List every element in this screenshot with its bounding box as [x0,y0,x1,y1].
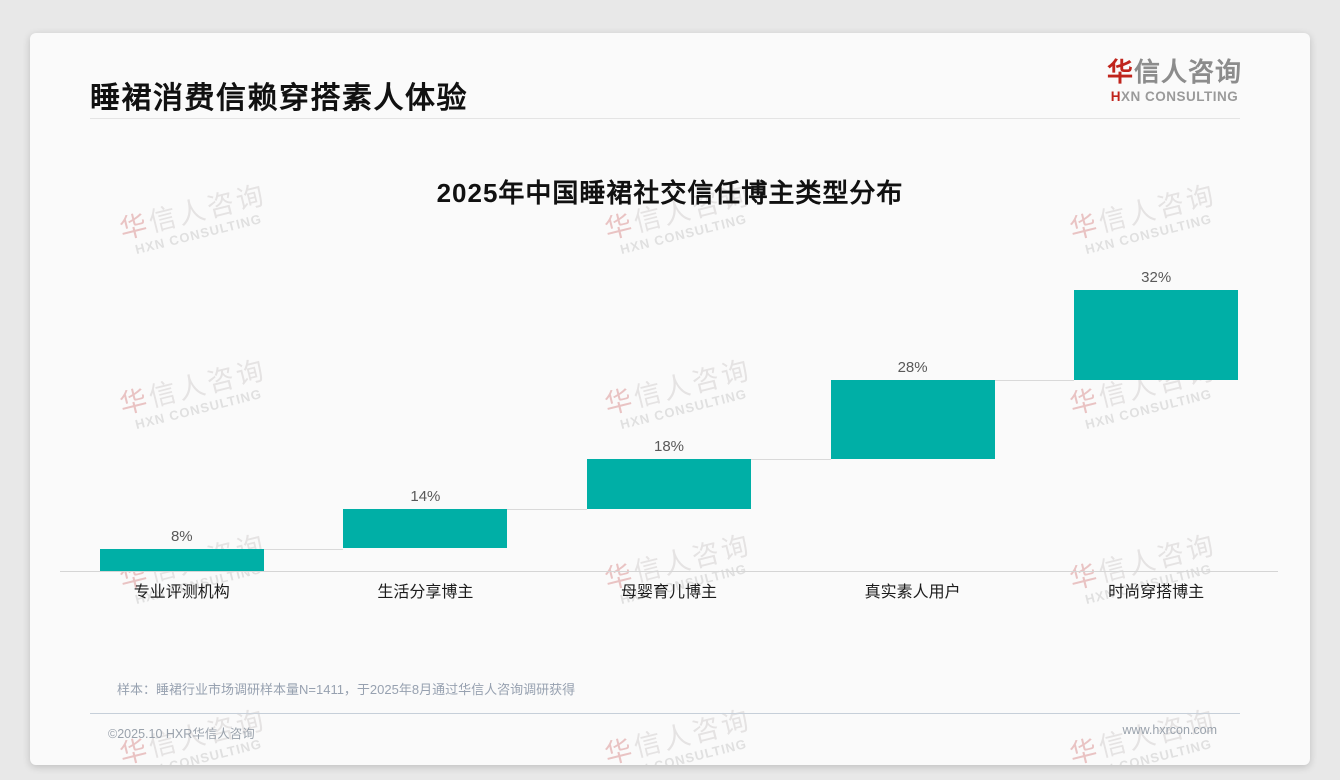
page-title: 睡裙消费信赖穿搭素人体验 [90,82,468,115]
value-label: 32% [1141,269,1172,286]
value-label: 14% [410,488,441,506]
category-label: 生活分享博主 [377,584,474,601]
bar-1 [99,548,264,571]
waterfall-chart: 8% 专业评测机构 14% 生活分享博主 18% 母婴育儿博主 28% 真实素人用户 32% 时尚… [30,33,1310,765]
category-label: 真实素人用户 [864,584,961,601]
sample-note: 样本：睡裙行业市场调研样本量N=1411，于2025年8月通过华信人咨询调研获得 [117,682,576,697]
step-connector [751,458,831,460]
bar-4 [830,379,995,459]
category-label: 专业评测机构 [133,584,230,601]
bar-3 [587,458,751,510]
value-label: 18% [653,437,685,455]
footer-divider [90,713,1240,714]
step-connector [994,379,1075,381]
bar-2 [343,509,508,549]
category-label: 时尚穿搭博主 [1108,584,1205,601]
value-label: 8% [170,527,193,545]
website-link[interactable]: www.hxrcon.com [1122,723,1217,737]
logo-zh-text: 华信人咨询 [1106,57,1242,87]
chart-title: 2025年中国睡裙社交信任博主类型分布 [436,178,904,208]
step-connector [263,548,344,550]
logo-en-text: HXN CONSULTING [1110,89,1239,104]
category-label: 母婴育儿博主 [620,584,717,601]
header-divider [90,118,1240,119]
copyright-text: ©2025.10 HXR华信人咨询 [108,727,255,741]
bar-5 [1074,290,1239,380]
x-axis-line [60,571,1278,572]
value-label: 28% [897,358,928,376]
logo: 华信人咨询 HXN CONSULTING [1107,59,1242,104]
report-card: 华信人咨询 HXN CONSULTING 华信人咨询 HXN CONSULTING 华信… [30,33,1310,765]
step-connector [507,509,587,511]
